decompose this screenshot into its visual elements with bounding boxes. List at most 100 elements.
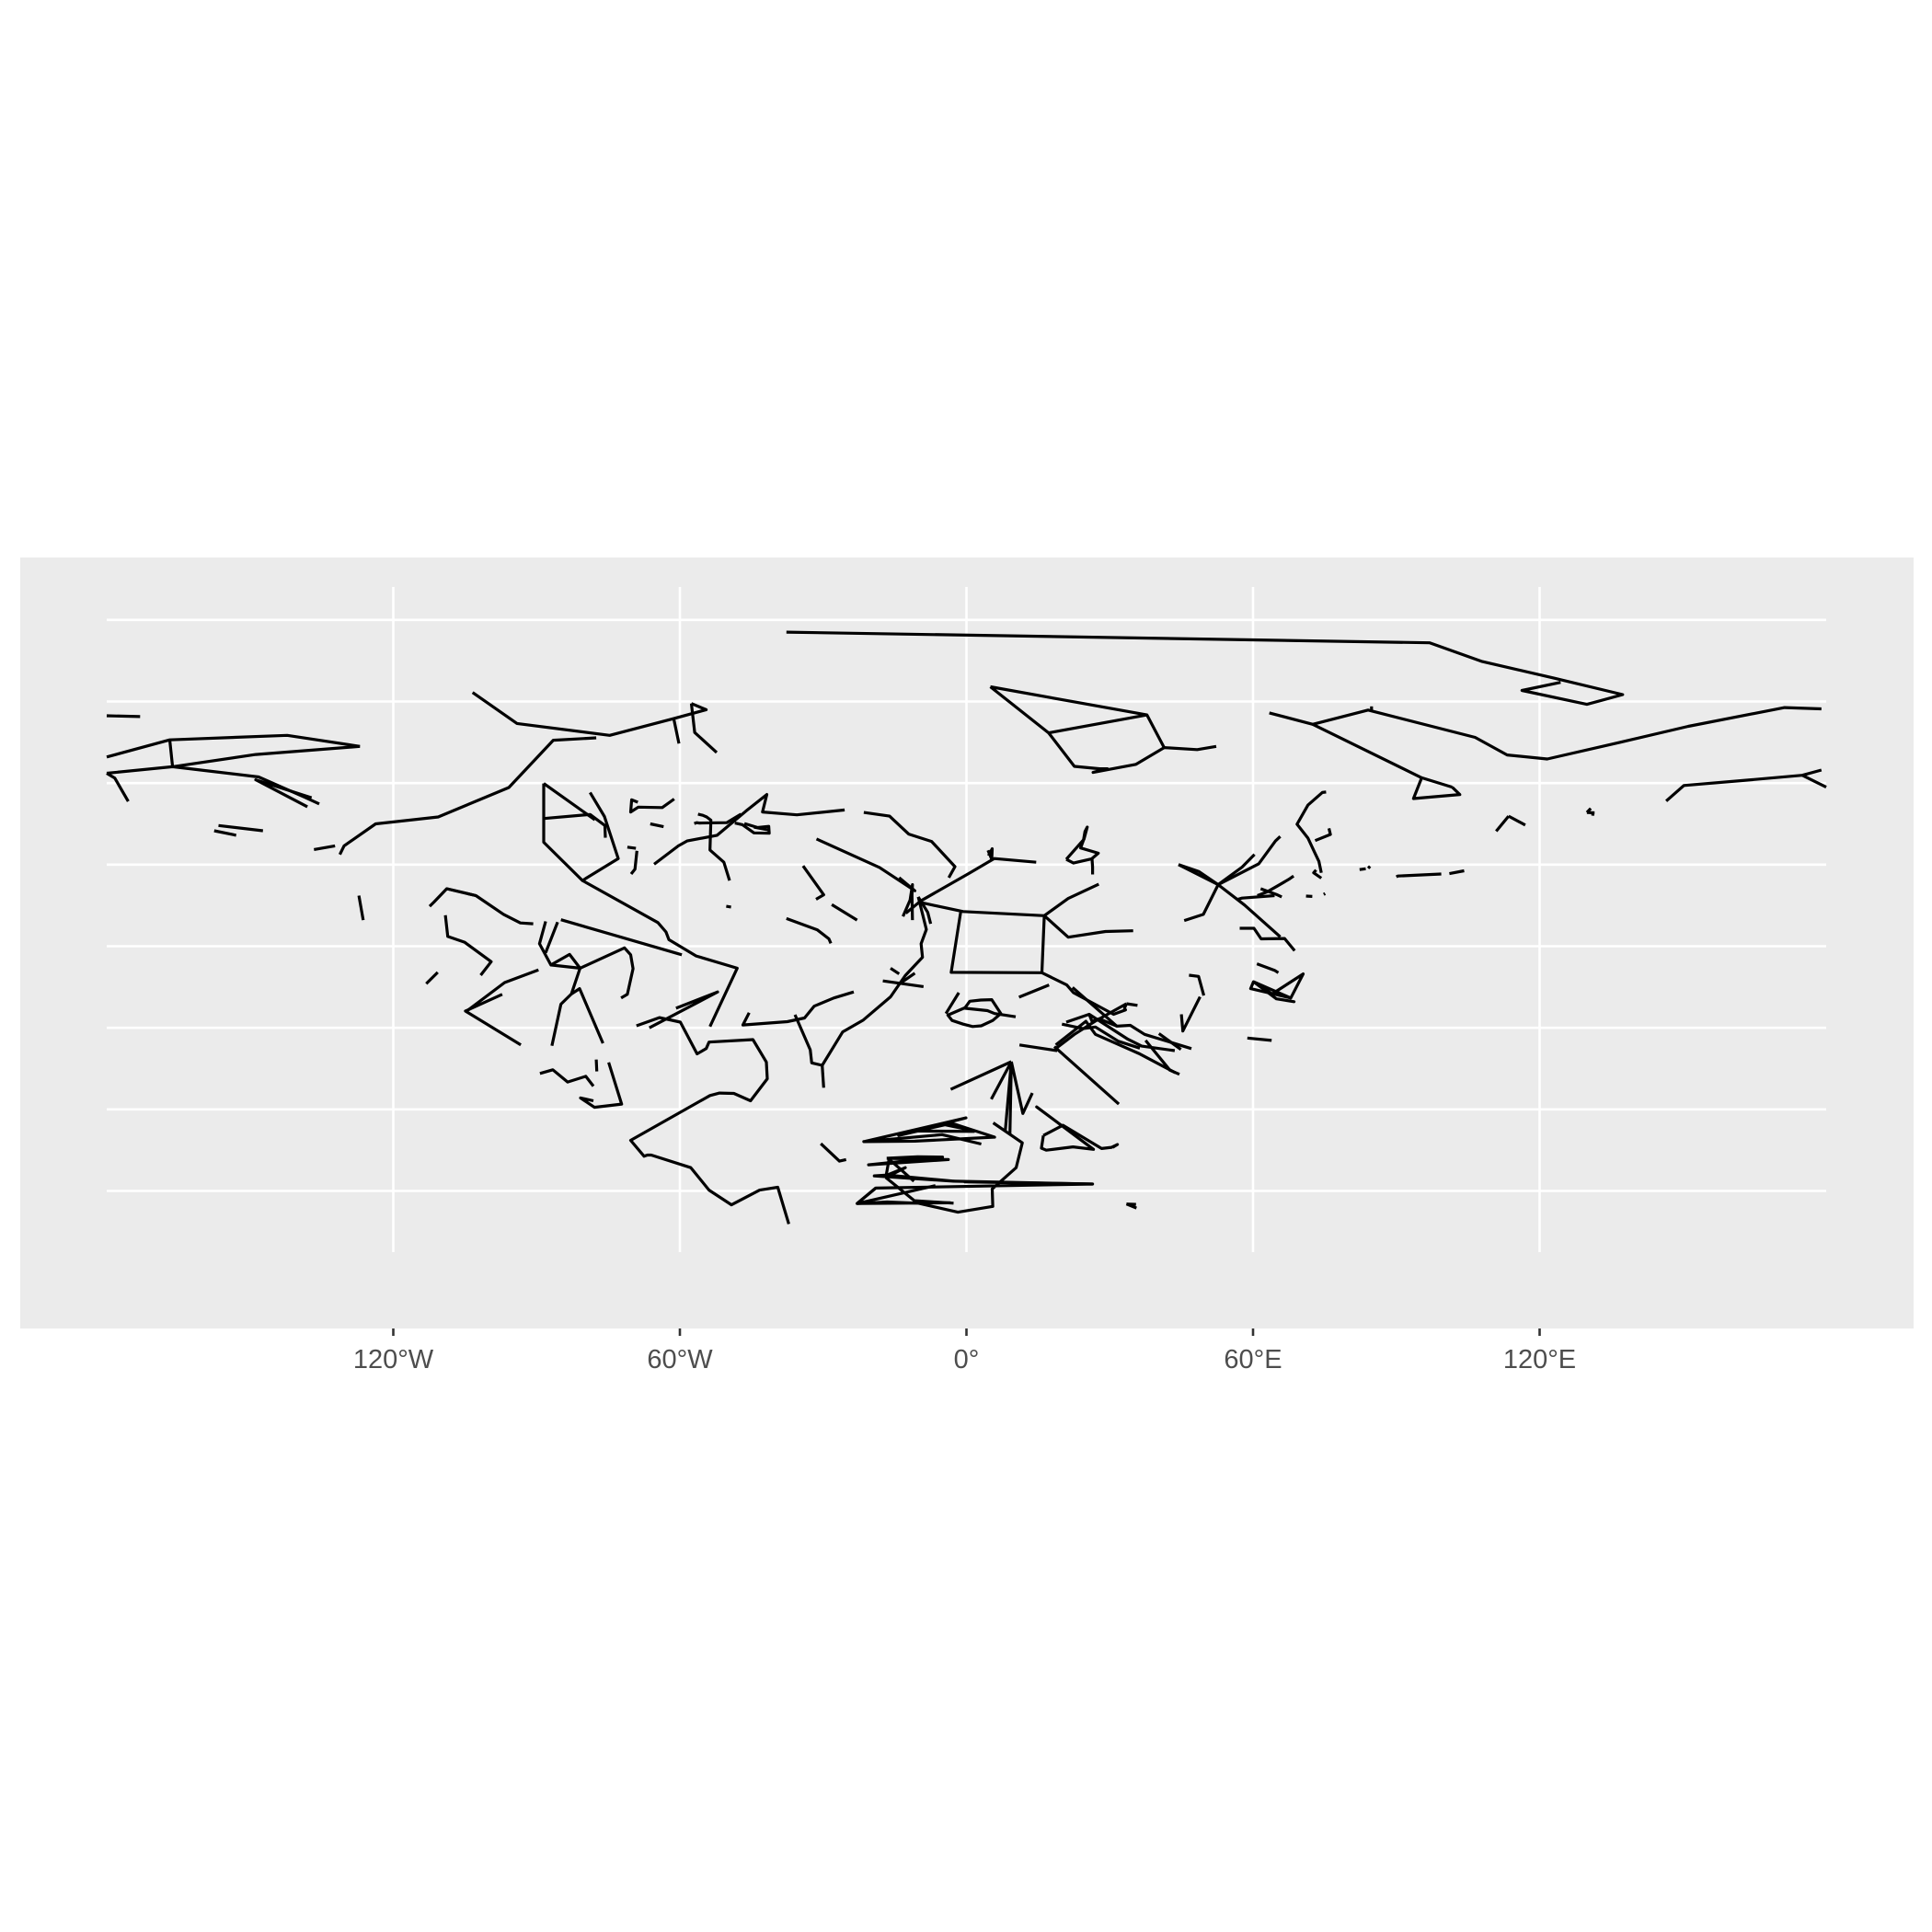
map-line-0 (786, 630, 1625, 707)
map-line-80 (946, 997, 1003, 1029)
map-line-79 (964, 1006, 1017, 1018)
map-line-32 (544, 921, 559, 954)
map-line-5 (1048, 713, 1147, 735)
map-line-75 (1126, 1002, 1138, 1007)
map-line-114 (1178, 863, 1220, 886)
map-line-65 (890, 967, 901, 975)
map-line-57 (786, 916, 833, 945)
map-line-21 (338, 736, 597, 856)
map-line-52 (753, 825, 769, 832)
map-line-90 (1009, 1061, 1034, 1115)
map-line-91 (949, 1060, 1012, 1091)
map-line-89 (1018, 1043, 1058, 1052)
map-line-2 (673, 702, 708, 720)
x-tick-label: 120°E (1503, 1345, 1576, 1374)
map-line-116 (1256, 962, 1280, 974)
map-line-29 (446, 887, 477, 898)
map-line-68 (919, 857, 1037, 903)
map-line-23 (542, 783, 620, 882)
map-line-62 (741, 990, 855, 1027)
map-line-81 (1061, 1022, 1141, 1050)
map-line-86 (1054, 1019, 1177, 1075)
map-line-133 (1366, 865, 1372, 869)
map-line-22 (357, 895, 365, 921)
map-line-111 (1183, 883, 1220, 923)
map-line-87 (1071, 986, 1119, 1028)
map-line-25 (543, 782, 596, 822)
map-line-118 (1248, 981, 1292, 1000)
map-line-131 (1449, 868, 1465, 876)
map-line-27 (560, 918, 683, 957)
map-line-135 (1508, 814, 1526, 827)
map-line-64 (898, 972, 916, 986)
map-line-141 (1801, 768, 1823, 777)
map-line-119 (1247, 1036, 1272, 1042)
map-line-19 (213, 829, 237, 837)
map-line-98 (862, 1116, 996, 1146)
map-line-10 (1411, 776, 1462, 800)
map-line-18 (218, 823, 263, 833)
map-line-17 (106, 772, 130, 802)
map-line-26 (581, 879, 739, 1028)
map-line-94 (990, 1061, 1013, 1100)
map-line-56 (801, 865, 825, 901)
map-line-24 (543, 812, 607, 838)
map-line-39 (579, 1062, 624, 1110)
map-line-38 (539, 1068, 595, 1087)
map-line-49 (697, 812, 731, 881)
x-tick-label: 60°E (1224, 1345, 1282, 1374)
x-tick-label: 0° (954, 1345, 980, 1374)
map-line-127 (1295, 790, 1327, 874)
map-line-132 (1359, 867, 1366, 871)
map-line-78 (944, 992, 960, 1015)
map-line-61 (821, 1064, 825, 1088)
map-line-72 (1064, 825, 1100, 865)
map-line-59 (902, 882, 914, 921)
map-line-105 (857, 1201, 951, 1205)
map-line-93 (1008, 1061, 1013, 1135)
map-line-107 (1042, 1123, 1120, 1151)
map-line-110 (1178, 853, 1256, 887)
map-line-4 (989, 684, 1167, 775)
map-line-77 (1018, 983, 1050, 999)
map-line-6 (1164, 744, 1217, 752)
map-line-100 (872, 1166, 956, 1183)
map-line-130 (1395, 872, 1442, 879)
map-line-99 (867, 1155, 950, 1167)
map-line-60 (793, 896, 928, 1067)
map-line-139 (1665, 774, 1803, 802)
map-line-128 (1314, 828, 1332, 843)
map-line-103 (856, 1187, 877, 1205)
map-line-63 (882, 979, 925, 988)
map-line-43 (628, 798, 675, 814)
map-line-70 (1043, 914, 1133, 939)
map-line-112 (1217, 835, 1282, 887)
map-line-126 (1323, 891, 1327, 896)
map-line-46 (627, 845, 637, 850)
map-line-30 (443, 914, 493, 976)
map-line-7 (1269, 706, 1822, 761)
map-line-13 (172, 744, 361, 768)
map-line-16 (254, 777, 313, 809)
map-line-15 (106, 765, 320, 806)
map-line-115 (1239, 926, 1296, 952)
map-line-41 (649, 990, 719, 1029)
map-line-45 (629, 850, 638, 875)
map-line-50 (726, 904, 731, 909)
map-line-140 (1801, 774, 1827, 789)
x-tick-label: 60°W (647, 1345, 713, 1374)
x-axis: 120°W 60°W 0° 60°E 120°E (353, 1328, 1576, 1374)
map-line-122 (1236, 893, 1275, 902)
map-line-121 (1189, 973, 1206, 996)
map-line-53 (863, 811, 957, 879)
map-line-44 (650, 822, 664, 829)
map-line-69 (1043, 882, 1099, 917)
map-line-123 (1259, 887, 1282, 899)
map-line-34 (570, 986, 604, 1044)
map-line-71 (986, 846, 995, 861)
map-line-37 (464, 993, 522, 1047)
map-line-36 (466, 968, 539, 1012)
map-line-47 (653, 792, 845, 866)
map-line-20 (314, 844, 336, 851)
